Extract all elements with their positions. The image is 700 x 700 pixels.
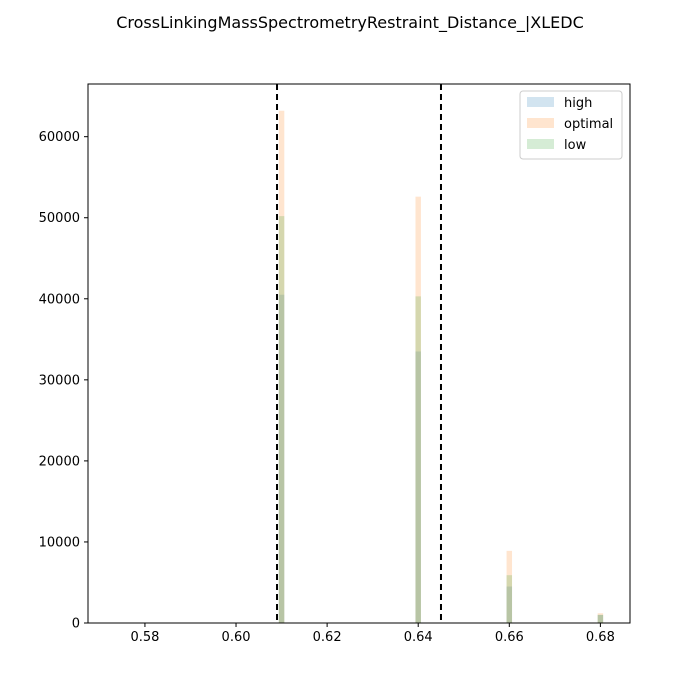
bar-high-0 [278, 294, 285, 623]
legend-swatch-high [527, 97, 554, 107]
x-tick-label: 0.68 [586, 630, 615, 645]
bar-low-3 [597, 614, 604, 623]
legend-swatch-low [527, 139, 554, 149]
legend-box [519, 90, 623, 160]
y-tick-label: 10000 [39, 535, 80, 550]
legend-label-high: high [564, 96, 592, 111]
y-axis: 0 10000 20000 30000 40000 50000 60000 [39, 130, 88, 632]
y-tick-label: 60000 [39, 130, 80, 145]
chart-title: CrossLinkingMassSpectrometryRestraint_Di… [116, 13, 584, 33]
x-axis: 0.58 0.60 0.62 0.64 0.66 0.68 [130, 623, 615, 645]
x-tick-label: 0.60 [222, 630, 251, 645]
plot-frame [87, 83, 631, 624]
bar-low-2 [506, 575, 513, 623]
bar-optimal-0 [278, 110, 285, 623]
legend: high optimal low [519, 90, 623, 160]
bar-high-1 [415, 351, 421, 623]
y-tick-label: 20000 [39, 454, 80, 469]
bar-high-3 [597, 614, 604, 623]
bar-optimal-3 [597, 613, 604, 623]
bar-optimal-1 [415, 196, 421, 624]
bar-optimal-2 [506, 550, 513, 623]
legend-swatch-optimal [527, 118, 554, 128]
legend-label-low: low [564, 138, 587, 153]
y-tick-label: 0 [72, 617, 80, 632]
y-tick-label: 30000 [39, 373, 80, 388]
legend-label-optimal: optimal [564, 117, 613, 132]
x-tick-label: 0.66 [495, 630, 524, 645]
x-tick-label: 0.64 [404, 630, 433, 645]
bars-layer [278, 110, 604, 624]
y-tick-label: 50000 [39, 211, 80, 226]
y-tick-label: 40000 [39, 292, 80, 307]
x-tick-label: 0.58 [130, 630, 159, 645]
bar-low-1 [415, 296, 421, 623]
x-tick-label: 0.62 [313, 630, 342, 645]
bar-low-0 [278, 216, 285, 623]
bar-high-2 [506, 586, 513, 623]
